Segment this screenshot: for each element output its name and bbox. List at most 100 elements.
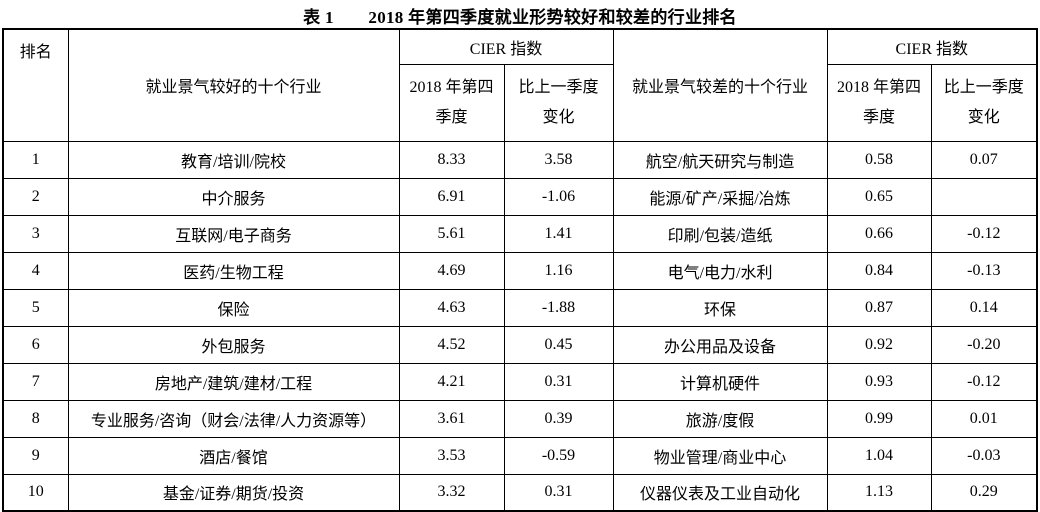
header-q4-left: 2018 年第四 季度 [398,63,505,142]
cell-bad-q4-index: 0.66 [826,214,932,253]
cell-good-industry: 专业服务/咨询（财会/法律/人力资源等） [67,399,400,438]
cell-bad-change: 0.29 [930,473,1038,512]
cell-bad-industry: 航空/航天研究与制造 [612,140,828,179]
header-cier-index-left: CIER 指数 [398,28,614,65]
cell-good-change: 1.16 [503,251,614,290]
cell-bad-q4-index: 0.87 [826,288,932,327]
cell-rank: 10 [2,473,69,512]
cell-bad-industry: 仪器仪表及工业自动化 [612,473,828,512]
cell-good-q4-index: 4.69 [398,251,505,290]
header-q4-right-line2: 季度 [863,108,896,126]
cell-bad-change: -0.12 [930,214,1038,253]
header-change-right: 比上一季度 变化 [930,63,1038,142]
cell-good-industry: 酒店/餐馆 [67,436,400,475]
table-row: 6 外包服务 4.52 0.45 办公用品及设备 0.92 -0.20 [2,325,1038,364]
cell-bad-change: 0.01 [930,399,1038,438]
cell-good-industry: 教育/培训/院校 [67,140,400,179]
cell-bad-industry: 计算机硬件 [612,362,828,401]
header-row-sub: 2018 年第四 季度 比上一季度 变化 2018 年第四 季度 比上一季度 变… [3,63,1038,142]
cell-good-industry: 外包服务 [67,325,400,364]
cell-bad-change: -0.03 [930,436,1038,475]
cell-good-industry: 互联网/电子商务 [67,214,400,253]
cell-bad-industry: 能源/矿产/采掘/冶炼 [612,177,828,216]
cell-bad-industry: 印刷/包装/造纸 [612,214,828,253]
industry-ranking-table: 排名 就业景气较好的十个行业 CIER 指数 就业景气较差的十个行业 CIER … [2,28,1039,512]
table-row: 5 保险 4.63 -1.88 环保 0.87 0.14 [2,288,1038,327]
cell-bad-q4-index: 0.84 [826,251,932,290]
cell-good-change: -0.59 [503,436,614,475]
header-cier-index-right: CIER 指数 [826,28,1038,65]
cell-good-change: 3.58 [503,140,614,179]
header-row-top: 排名 就业景气较好的十个行业 CIER 指数 就业景气较差的十个行业 CIER … [2,28,1038,142]
table-row: 7 房地产/建筑/建材/工程 4.21 0.31 计算机硬件 0.93 -0.1… [2,362,1038,401]
cell-good-q4-index: 6.91 [398,177,505,216]
table-row: 10 基金/证券/期货/投资 3.32 0.31 仪器仪表及工业自动化 1.13… [2,473,1038,512]
table-row: 1 教育/培训/院校 8.33 3.58 航空/航天研究与制造 0.58 0.0… [2,140,1038,179]
cell-bad-q4-index: 0.58 [826,140,932,179]
cell-bad-change: -0.12 [930,362,1038,401]
cell-bad-q4-index: 1.04 [826,436,932,475]
cell-rank: 3 [2,214,69,253]
cell-good-change: 0.39 [503,399,614,438]
cell-good-q4-index: 5.61 [398,214,505,253]
cell-good-q4-index: 4.63 [398,288,505,327]
header-change-right-line1: 比上一季度 [943,78,1024,96]
header-change-left-line2: 变化 [542,108,575,126]
cell-bad-industry: 物业管理/商业中心 [612,436,828,475]
cell-bad-change: 0.14 [930,288,1038,327]
cell-good-change: -1.88 [503,288,614,327]
cell-good-q4-index: 4.52 [398,325,505,364]
cell-rank: 8 [2,399,69,438]
cell-rank: 2 [2,177,69,216]
header-change-right-line2: 变化 [967,108,1000,126]
cell-rank: 1 [2,140,69,179]
cell-good-q4-index: 3.32 [398,473,505,512]
cell-bad-industry: 环保 [612,288,828,327]
cell-rank: 4 [2,251,69,290]
header-rank: 排名 [2,28,69,142]
cell-bad-change: -0.13 [930,251,1038,290]
cell-bad-industry: 旅游/度假 [612,399,828,438]
header-q4-right-line1: 2018 年第四 [837,78,922,96]
cell-good-q4-index: 3.53 [398,436,505,475]
cell-good-change: 1.41 [503,214,614,253]
cell-good-industry: 基金/证券/期货/投资 [67,473,400,512]
cell-good-industry: 房地产/建筑/建材/工程 [67,362,400,401]
header-change-left-line1: 比上一季度 [518,78,599,96]
table-caption: 表 1 2018 年第四季度就业形势较好和较差的行业排名 [303,8,737,27]
cell-bad-change [930,177,1038,216]
cell-good-q4-index: 4.21 [398,362,505,401]
header-good-industries: 就业景气较好的十个行业 [67,28,400,142]
cell-bad-q4-index: 0.65 [826,177,932,216]
cell-good-change: 0.31 [503,473,614,512]
cell-good-change: 0.45 [503,325,614,364]
header-q4-right: 2018 年第四 季度 [826,63,932,142]
cell-good-change: 0.31 [503,362,614,401]
cell-bad-q4-index: 0.92 [826,325,932,364]
table-row: 2 中介服务 6.91 -1.06 能源/矿产/采掘/冶炼 0.65 [2,177,1038,216]
cell-rank: 5 [2,288,69,327]
table-row: 3 互联网/电子商务 5.61 1.41 印刷/包装/造纸 0.66 -0.12 [2,214,1038,253]
cell-good-change: -1.06 [503,177,614,216]
header-q4-left-line2: 季度 [435,108,468,126]
cell-bad-industry: 电气/电力/水利 [612,251,828,290]
cell-bad-q4-index: 0.99 [826,399,932,438]
header-change-left: 比上一季度 变化 [503,63,614,142]
header-q4-left-line1: 2018 年第四 [409,78,494,96]
cell-rank: 7 [2,362,69,401]
cell-good-industry: 保险 [67,288,400,327]
table-row: 9 酒店/餐馆 3.53 -0.59 物业管理/商业中心 1.04 -0.03 [2,436,1038,475]
cell-bad-change: 0.07 [930,140,1038,179]
cell-good-q4-index: 3.61 [398,399,505,438]
table-row: 8 专业服务/咨询（财会/法律/人力资源等） 3.61 0.39 旅游/度假 0… [2,399,1038,438]
cell-bad-q4-index: 0.93 [826,362,932,401]
cell-good-q4-index: 8.33 [398,140,505,179]
cell-bad-change: -0.20 [930,325,1038,364]
cell-bad-industry: 办公用品及设备 [612,325,828,364]
table-row: 4 医药/生物工程 4.69 1.16 电气/电力/水利 0.84 -0.13 [2,251,1038,290]
cell-good-industry: 医药/生物工程 [67,251,400,290]
header-bad-industries: 就业景气较差的十个行业 [612,28,828,142]
cell-rank: 6 [2,325,69,364]
cell-good-industry: 中介服务 [67,177,400,216]
cell-bad-q4-index: 1.13 [826,473,932,512]
